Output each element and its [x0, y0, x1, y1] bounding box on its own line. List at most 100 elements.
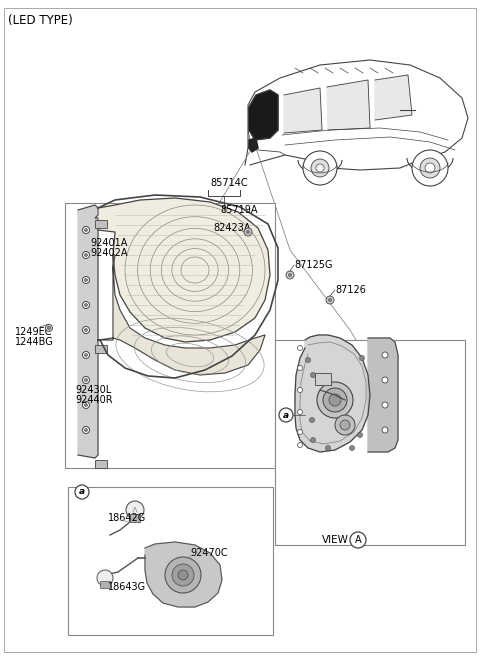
- Bar: [95, 220, 107, 228]
- Bar: [95, 460, 107, 468]
- Circle shape: [83, 327, 89, 334]
- Circle shape: [382, 377, 388, 383]
- Text: 1244BG: 1244BG: [15, 337, 54, 347]
- Circle shape: [84, 229, 87, 231]
- Circle shape: [360, 355, 364, 361]
- Circle shape: [84, 279, 87, 281]
- Circle shape: [358, 432, 362, 438]
- Circle shape: [382, 352, 388, 358]
- Circle shape: [310, 417, 314, 422]
- Circle shape: [350, 532, 366, 548]
- Circle shape: [84, 403, 87, 407]
- Circle shape: [288, 273, 291, 277]
- Circle shape: [84, 428, 87, 432]
- Bar: [275, 340, 465, 545]
- Text: A: A: [355, 535, 361, 545]
- Text: 92470C: 92470C: [190, 548, 228, 558]
- Text: 87126: 87126: [335, 285, 366, 295]
- Polygon shape: [145, 542, 222, 607]
- Polygon shape: [78, 205, 98, 458]
- Circle shape: [329, 394, 341, 406]
- Circle shape: [298, 365, 302, 371]
- Circle shape: [298, 409, 302, 415]
- Circle shape: [317, 382, 353, 418]
- Text: 85714C: 85714C: [210, 178, 248, 188]
- Text: 92440R: 92440R: [75, 395, 113, 405]
- Circle shape: [84, 353, 87, 357]
- Polygon shape: [245, 60, 468, 170]
- Circle shape: [298, 443, 302, 447]
- Circle shape: [311, 159, 329, 177]
- Circle shape: [83, 401, 89, 409]
- Circle shape: [165, 557, 201, 593]
- Bar: [68, 487, 273, 635]
- Polygon shape: [295, 335, 370, 452]
- Circle shape: [412, 150, 448, 186]
- Polygon shape: [98, 198, 270, 342]
- Text: 92402A: 92402A: [90, 248, 128, 258]
- Circle shape: [316, 164, 324, 172]
- Circle shape: [311, 373, 315, 378]
- Circle shape: [328, 298, 332, 302]
- Circle shape: [84, 254, 87, 256]
- Text: 92401A: 92401A: [90, 238, 127, 248]
- Circle shape: [298, 388, 302, 392]
- Text: (LED TYPE): (LED TYPE): [8, 14, 73, 27]
- Circle shape: [420, 158, 440, 178]
- Text: a: a: [283, 411, 289, 420]
- Circle shape: [286, 271, 294, 279]
- Circle shape: [83, 426, 89, 434]
- Circle shape: [83, 351, 89, 359]
- Circle shape: [382, 402, 388, 408]
- Bar: [95, 345, 107, 353]
- Circle shape: [178, 570, 188, 580]
- Circle shape: [83, 227, 89, 233]
- Circle shape: [97, 570, 113, 586]
- Circle shape: [83, 252, 89, 258]
- Circle shape: [349, 445, 355, 451]
- Circle shape: [425, 163, 435, 173]
- Circle shape: [172, 564, 194, 586]
- Circle shape: [126, 501, 144, 519]
- Circle shape: [48, 327, 50, 330]
- Circle shape: [244, 228, 252, 236]
- Circle shape: [382, 427, 388, 433]
- Circle shape: [323, 388, 347, 412]
- Circle shape: [247, 231, 250, 233]
- Polygon shape: [284, 88, 322, 133]
- Circle shape: [83, 376, 89, 384]
- Circle shape: [298, 346, 302, 350]
- Text: 18643G: 18643G: [108, 582, 146, 592]
- Polygon shape: [98, 255, 265, 375]
- Circle shape: [335, 415, 355, 435]
- Bar: [100, 581, 110, 588]
- Polygon shape: [249, 138, 258, 152]
- Circle shape: [298, 430, 302, 434]
- Text: 82423A: 82423A: [213, 223, 251, 233]
- Circle shape: [84, 328, 87, 332]
- Circle shape: [305, 357, 311, 363]
- Text: VIEW: VIEW: [322, 535, 349, 545]
- Polygon shape: [375, 75, 412, 120]
- Polygon shape: [368, 338, 398, 452]
- Text: 18642G: 18642G: [108, 513, 146, 523]
- Circle shape: [326, 296, 334, 304]
- Circle shape: [311, 438, 315, 443]
- Circle shape: [84, 378, 87, 382]
- Circle shape: [46, 325, 52, 332]
- Text: 87125G: 87125G: [294, 260, 333, 270]
- Text: 92430L: 92430L: [75, 385, 111, 395]
- Bar: [315, 373, 331, 385]
- Circle shape: [303, 151, 337, 185]
- Circle shape: [84, 304, 87, 307]
- Circle shape: [83, 302, 89, 309]
- Text: a: a: [79, 487, 85, 497]
- Text: 85719A: 85719A: [220, 205, 257, 215]
- Bar: [65, 203, 275, 468]
- Polygon shape: [327, 80, 370, 130]
- Text: 1249EC: 1249EC: [15, 327, 52, 337]
- Circle shape: [75, 485, 89, 499]
- Polygon shape: [249, 90, 278, 140]
- Circle shape: [340, 420, 350, 430]
- Circle shape: [279, 408, 293, 422]
